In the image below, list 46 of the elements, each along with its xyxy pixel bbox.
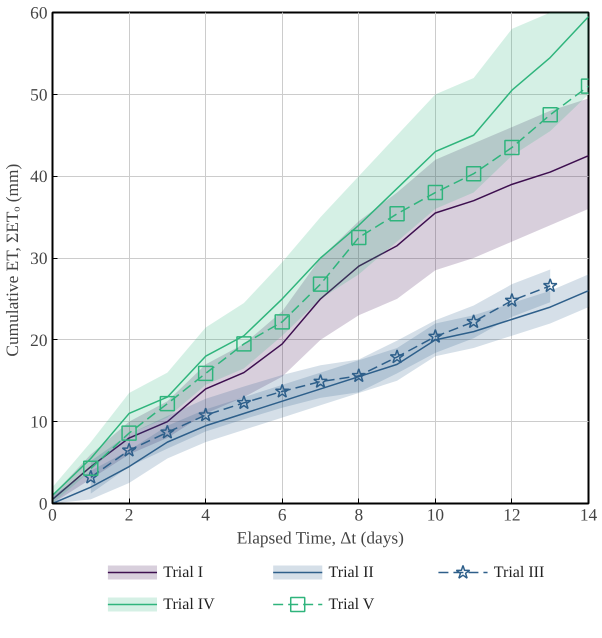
point [198, 407, 214, 422]
y-tick-label: 60 [30, 4, 48, 22]
point [351, 368, 366, 382]
point [236, 395, 252, 410]
point [122, 442, 136, 457]
y-tick-label: 50 [30, 85, 48, 104]
legend-label: Trial I [163, 564, 204, 581]
point [542, 278, 558, 292]
point [83, 460, 99, 476]
point [466, 314, 482, 328]
x-tick-label: 12 [503, 506, 521, 524]
x-tick-label: 4 [201, 506, 210, 524]
point [389, 206, 405, 222]
point [274, 314, 290, 330]
legend-label: Trial V [328, 596, 375, 613]
point [198, 366, 214, 382]
x-tick-label: 8 [354, 506, 364, 524]
point [83, 470, 98, 484]
point [312, 276, 328, 292]
point [428, 184, 444, 200]
point [160, 424, 175, 439]
x-tick-label: 6 [278, 506, 287, 524]
point [160, 396, 176, 412]
point [313, 374, 328, 388]
y-axis-title: Cumulative ET, ΣETₒ (mm) [3, 164, 22, 357]
point [351, 230, 367, 246]
y-tick-label: 10 [30, 412, 48, 432]
point [504, 292, 520, 307]
y-tick-label: 20 [30, 330, 48, 350]
point [542, 107, 558, 123]
point [428, 328, 443, 343]
point [504, 140, 520, 156]
legend-label: Trial III [494, 564, 544, 581]
legend-label: Trial IV [163, 596, 216, 613]
x-tick-label: 2 [124, 506, 134, 524]
legend-label: Trial II [328, 564, 374, 581]
point [121, 425, 137, 441]
y-tick-label: 30 [30, 249, 48, 268]
x-tick-label: 10 [426, 506, 444, 524]
point [274, 384, 290, 398]
point [236, 336, 252, 352]
x-axis-title: Elapsed Time, Δt (days) [236, 528, 404, 548]
point [390, 349, 404, 364]
x-tick-label: 14 [580, 506, 598, 524]
point [466, 166, 482, 182]
y-tick-label: 40 [30, 167, 48, 186]
